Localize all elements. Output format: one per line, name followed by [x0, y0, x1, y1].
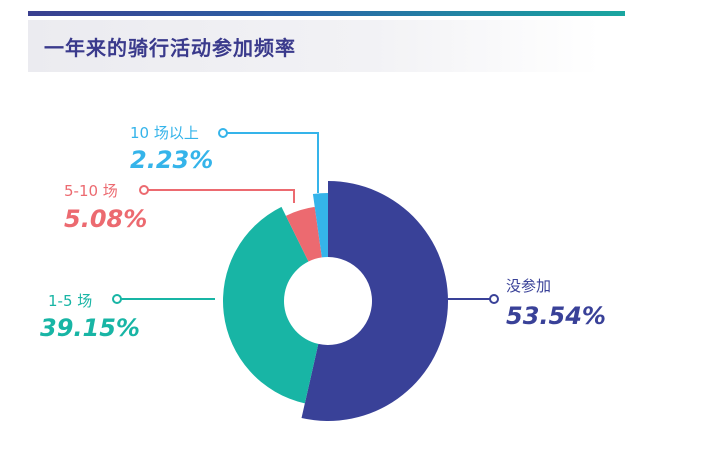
title-band: [28, 20, 600, 72]
label-5-10-percent: 5.08%: [64, 205, 147, 233]
leader-dot-1-5: [112, 294, 122, 304]
label-none-category: 没参加: [506, 277, 551, 295]
label-1-5-percent: 39.15%: [40, 314, 140, 342]
leader-line-10-plus: [226, 132, 319, 193]
leader-dot-none: [489, 294, 499, 304]
slice-5-10: [285, 206, 322, 262]
leader-dot-5-10: [139, 185, 149, 195]
slices-group: [223, 181, 449, 422]
label-none-percent: 53.54%: [506, 302, 606, 330]
slice-10-plus: [312, 193, 328, 258]
slice-none: [301, 181, 449, 422]
label-1-5-category: 1-5 场: [48, 292, 92, 310]
slice-1-5: [223, 206, 319, 404]
chart-title: 一年来的骑行活动参加频率: [44, 36, 296, 60]
label-10-plus-percent: 2.23%: [130, 146, 213, 174]
header-accent-bar: [28, 11, 625, 16]
label-5-10-category: 5-10 场: [64, 182, 118, 200]
leader-line-5-10: [147, 189, 295, 203]
label-10-plus-category: 10 场以上: [130, 124, 199, 142]
leader-dot-10-plus: [218, 128, 228, 138]
